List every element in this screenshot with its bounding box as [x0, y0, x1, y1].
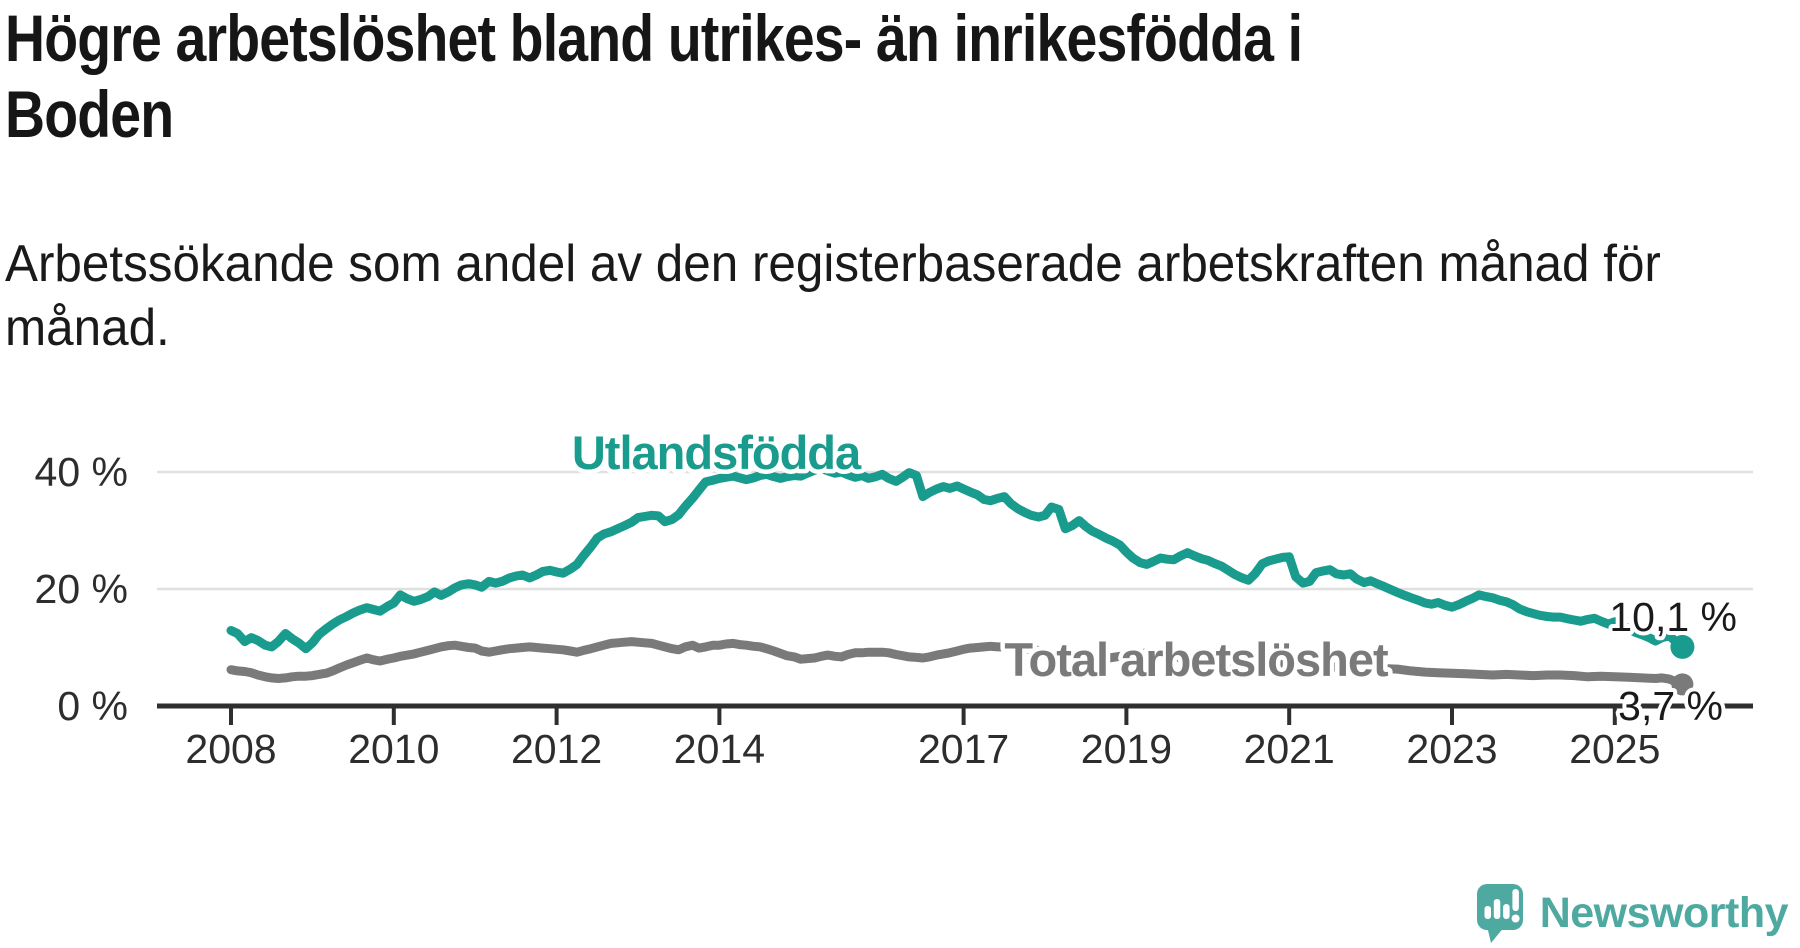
x-tick-label-2012: 2012	[511, 726, 602, 772]
y-tick-label-40: 40 %	[35, 449, 128, 495]
x-tick-label-2025: 2025	[1569, 726, 1660, 772]
newsworthy-logo-text: Newsworthy	[1539, 888, 1789, 937]
y-tick-label-0: 0 %	[57, 683, 128, 729]
chart-subtitle: Arbetssökande som andel av den registerb…	[5, 232, 1748, 360]
x-tick-label-2019: 2019	[1081, 726, 1172, 772]
series-end-value-1: 3,7 %	[1618, 683, 1723, 729]
y-tick-label-20: 20 %	[35, 566, 128, 612]
page-title: Högre arbetslöshet bland utrikes- än inr…	[5, 0, 1549, 152]
series-end-dot-1	[1671, 673, 1694, 696]
page-title-line-2: Boden	[5, 77, 174, 151]
series-line-1	[226, 637, 1687, 689]
x-tick-label-2021: 2021	[1244, 726, 1335, 772]
series-label-0: Utlandsfödda	[572, 426, 862, 479]
series-label-1: Total arbetslöshet	[1004, 633, 1389, 686]
newsworthy-logo: Newsworthy	[1475, 882, 1789, 944]
newsworthy-logo-icon	[1476, 884, 1523, 943]
chart-subtitle-line-2: månad.	[5, 299, 170, 357]
series-line-0	[226, 464, 1687, 654]
x-tick-label-2017: 2017	[918, 726, 1009, 772]
chart-subtitle-line-1: Arbetssökande som andel av den registerb…	[5, 235, 1661, 293]
x-tick-label-2010: 2010	[348, 726, 439, 772]
page-title-line-1: Högre arbetslöshet bland utrikes- än inr…	[5, 1, 1303, 75]
x-tick-label-2023: 2023	[1406, 726, 1497, 772]
x-tick-label-2008: 2008	[185, 726, 276, 772]
series-end-value-0: 10,1 %	[1609, 594, 1737, 640]
x-tick-label-2014: 2014	[674, 726, 765, 772]
series-end-dot-0	[1670, 634, 1695, 659]
